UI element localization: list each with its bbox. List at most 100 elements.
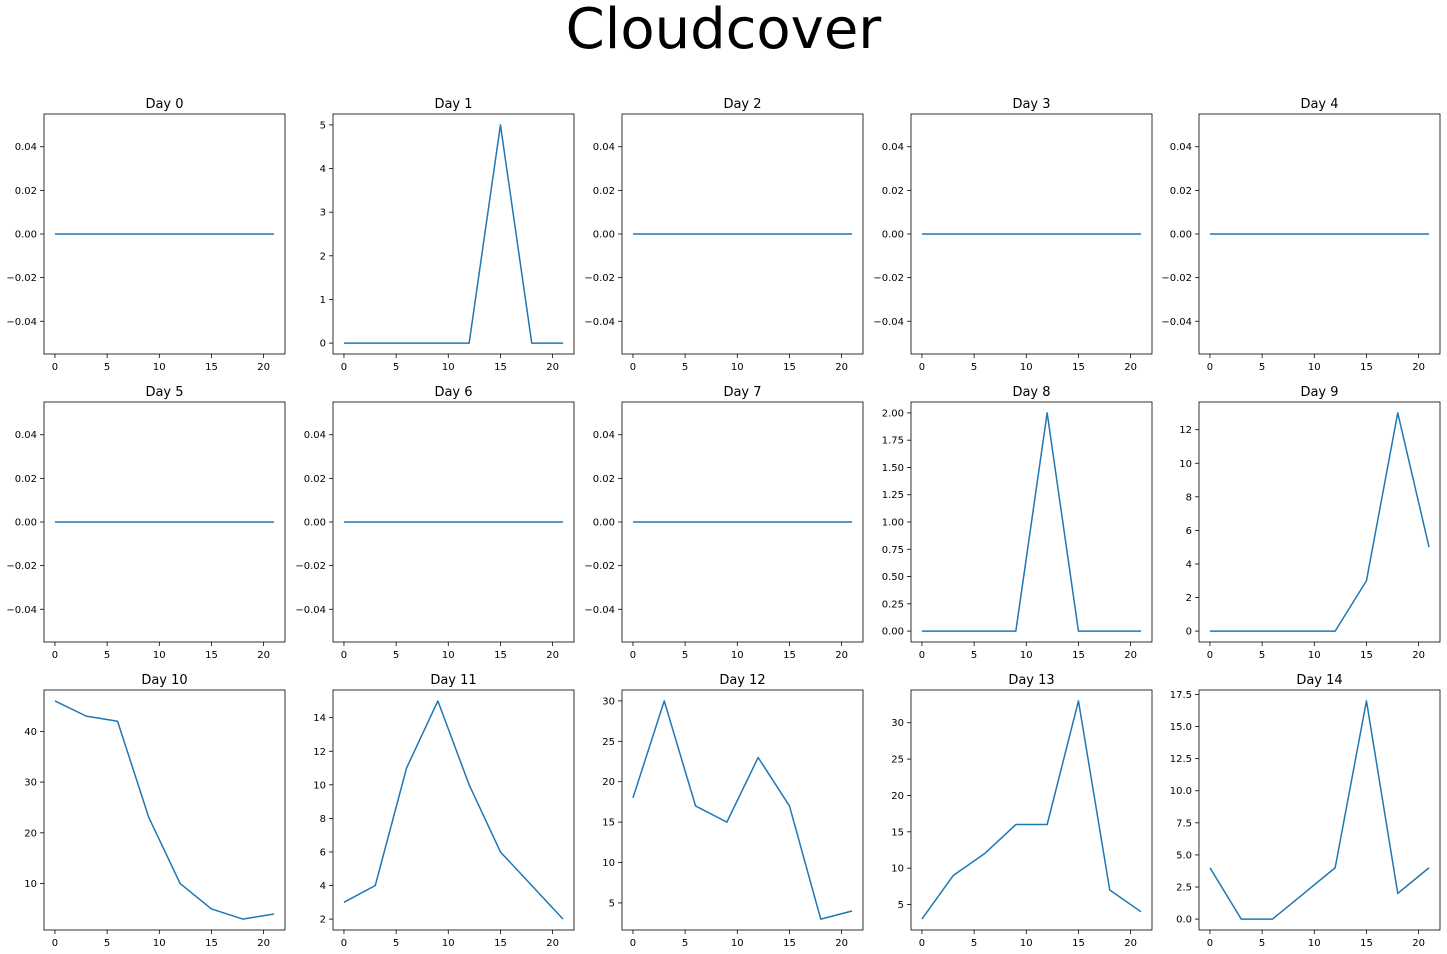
y-tick-label: 25 [891,755,904,766]
y-tick-label: 1.50 [882,463,904,474]
x-tick-label: 10 [1020,938,1033,949]
axes-frame [332,113,575,355]
x-tick-label: 0 [52,650,58,661]
axes-frame [621,401,864,643]
x-tick-label: 20 [546,650,559,661]
y-tick-label: −0.04 [584,605,615,616]
x-tick-label: 5 [1259,938,1265,949]
x-tick-label: 20 [835,938,848,949]
x-tick-label: 15 [494,362,507,373]
x-tick-label: 5 [682,362,688,373]
axes-frame [43,401,286,643]
y-tick-label: 0.02 [593,186,615,197]
y-tick-label: 0.00 [882,230,904,241]
y-tick-label: 3 [320,208,326,219]
axes-frame [332,689,575,931]
subplot-day-0: Day 0 0 5 10 15 20 −0.04 −0.02 0.00 0.02 0.04 [6,97,286,373]
subplot-title: Day 10 [141,673,187,688]
y-tick-label: 20 [602,777,615,788]
y-tick-label: 6 [320,847,326,858]
series-line [343,700,564,920]
y-tick-label: −0.02 [1161,273,1192,284]
axes-frame [910,401,1153,643]
subplot-title: Day 14 [1296,673,1342,688]
y-tick-label: −0.02 [584,561,615,572]
y-tick-label: 15 [891,827,904,838]
y-tick-label: 30 [602,696,615,707]
y-tick-label: 0.75 [882,545,904,556]
y-tick-label: 0.02 [1170,186,1192,197]
y-tick-label: 17.5 [1170,690,1192,701]
x-tick-label: 15 [783,938,796,949]
x-tick-label: 15 [494,938,507,949]
y-tick-label: 10 [1179,459,1192,470]
y-tick-label: 0.04 [593,430,615,441]
x-tick-label: 0 [341,650,347,661]
x-tick-label: 5 [104,650,110,661]
y-tick-label: −0.04 [1161,317,1192,328]
subplot-day-8: Day 8 0 5 10 15 20 0.00 0.25 0.50 0.75 1.00 1.25 1.5… [882,385,1153,661]
figure-title: Cloudcover [565,0,882,62]
subplot-title: Day 2 [723,97,761,112]
subplot-day-9: Day 9 0 5 10 15 20 0 2 4 6 8 10 12 [1179,385,1441,661]
x-tick-label: 0 [919,362,925,373]
y-tick-label: 4 [320,881,326,892]
x-tick-label: 0 [919,650,925,661]
y-tick-label: 30 [24,778,37,789]
subplot-day-10: Day 10 0 5 10 15 20 10 20 30 40 [24,673,286,949]
x-tick-label: 5 [1259,362,1265,373]
x-tick-label: 5 [1259,650,1265,661]
y-tick-label: 2.00 [882,408,904,419]
x-tick-label: 10 [442,938,455,949]
subplot-title: Day 3 [1012,97,1050,112]
y-tick-label: 7.5 [1176,818,1192,829]
x-tick-label: 0 [630,650,636,661]
subplot-day-2: Day 2 0 5 10 15 20 −0.04 −0.02 0.00 0.02 0.04 [584,97,864,373]
y-tick-label: 0.02 [304,474,326,485]
y-tick-label: 0 [320,339,326,350]
x-tick-label: 5 [971,362,977,373]
series-line [632,700,853,920]
y-tick-label: 6 [1186,526,1192,537]
x-tick-label: 10 [1308,362,1321,373]
y-tick-label: 5 [898,900,904,911]
y-tick-label: 0.00 [15,230,37,241]
x-tick-label: 15 [783,650,796,661]
y-tick-label: 0.04 [593,142,615,153]
x-tick-label: 15 [1072,938,1085,949]
y-tick-label: 1.00 [882,518,904,529]
subplot-day-7: Day 7 0 5 10 15 20 −0.04 −0.02 0.00 0.02 0.04 [584,385,864,661]
series-line [921,700,1142,920]
x-tick-label: 5 [104,362,110,373]
subplot-title: Day 11 [430,673,476,688]
x-tick-label: 10 [1020,362,1033,373]
y-tick-label: 0.00 [15,518,37,529]
y-tick-label: 0.04 [15,430,37,441]
y-tick-label: 8 [320,814,326,825]
y-tick-label: 0.00 [593,230,615,241]
subplot-day-14: Day 14 0 5 10 15 20 0.0 2.5 5.0 7.5 10.0 12.5 15.0 17… [1170,673,1441,949]
x-tick-label: 5 [393,938,399,949]
x-tick-label: 20 [1412,362,1425,373]
y-tick-label: 0.02 [15,474,37,485]
x-tick-label: 10 [442,362,455,373]
x-tick-label: 10 [153,362,166,373]
y-tick-label: 0.04 [1170,142,1192,153]
y-tick-label: 10 [602,858,615,869]
subplot-day-6: Day 6 0 5 10 15 20 −0.04 −0.02 0.00 0.02 0.04 [295,385,575,661]
x-tick-label: 0 [52,362,58,373]
x-tick-label: 15 [1360,650,1373,661]
subplot-title: Day 12 [719,673,765,688]
y-tick-label: −0.04 [295,605,326,616]
x-tick-label: 20 [257,650,270,661]
y-tick-label: 40 [24,727,37,738]
axes-frame [621,113,864,355]
x-tick-label: 15 [205,938,218,949]
x-tick-label: 15 [1072,362,1085,373]
subplot-day-1: Day 1 0 5 10 15 20 0 1 2 3 4 5 [320,97,575,373]
y-tick-label: 10 [313,780,326,791]
axes-frame [1198,113,1441,355]
x-tick-label: 20 [1124,650,1137,661]
y-tick-label: 0.00 [882,627,904,638]
x-tick-label: 0 [630,938,636,949]
